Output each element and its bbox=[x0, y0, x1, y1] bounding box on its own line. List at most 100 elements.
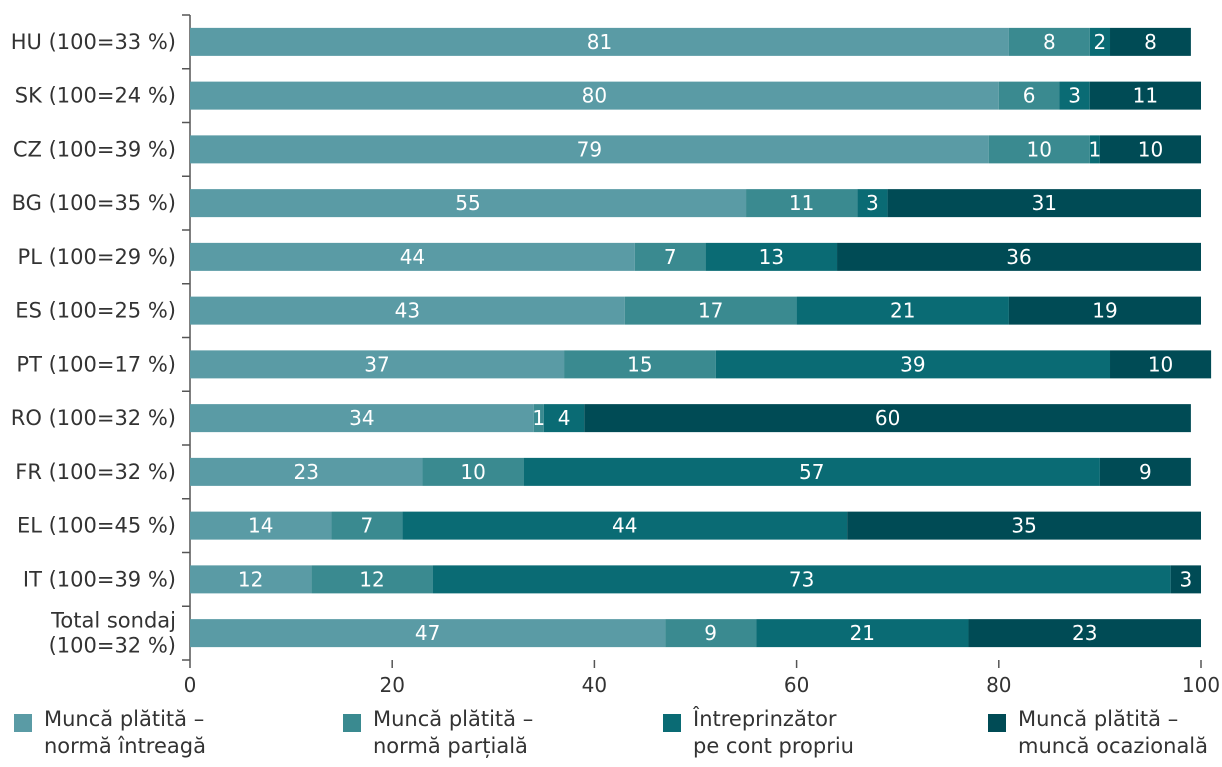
data-label-el-100-45-series-1: 14 bbox=[248, 514, 273, 538]
x-tick-label: 0 bbox=[184, 673, 197, 697]
category-label-pl-100-29: PL (100=29 %) bbox=[18, 245, 176, 269]
data-label-total-sondaj-series-3: 21 bbox=[850, 621, 875, 645]
bar-fr-100-32-series-3 bbox=[523, 457, 1100, 486]
legend-swatch-full-time bbox=[14, 714, 32, 732]
bar-sk-100-24-series-2 bbox=[998, 81, 1060, 110]
bar-total-sondaj-series-4 bbox=[968, 619, 1201, 648]
data-label-fr-100-32-series-2: 10 bbox=[460, 460, 485, 484]
data-label-it-100-39-series-4: 3 bbox=[1179, 567, 1192, 591]
category-label-es-100-25: ES (100=25 %) bbox=[15, 299, 176, 323]
category-label-sk-100-24: SK (100=24 %) bbox=[15, 84, 176, 108]
bar-sk-100-24-series-4 bbox=[1089, 81, 1201, 110]
x-tick-label: 20 bbox=[379, 673, 404, 697]
data-label-el-100-45-series-3: 44 bbox=[612, 514, 637, 538]
data-label-ro-100-32-series-3: 4 bbox=[558, 406, 571, 430]
bar-total-sondaj-series-2 bbox=[665, 619, 757, 648]
bar-pt-100-17-series-2 bbox=[564, 350, 716, 379]
bar-pl-100-29-series-4 bbox=[837, 242, 1201, 271]
bar-el-100-45-series-1 bbox=[190, 511, 332, 540]
data-label-el-100-45-series-2: 7 bbox=[361, 514, 374, 538]
bar-es-100-25-series-2 bbox=[624, 296, 797, 325]
legend-swatch-part-time bbox=[343, 714, 361, 732]
category-label-total-sondaj: Total sondaj (100=32 %) bbox=[49, 609, 176, 658]
x-tick-label: 60 bbox=[784, 673, 809, 697]
data-label-sk-100-24-series-4: 11 bbox=[1133, 84, 1158, 108]
bar-total-sondaj-series-1 bbox=[190, 619, 666, 648]
bar-es-100-25-series-1 bbox=[190, 296, 625, 325]
x-tick-label: 40 bbox=[582, 673, 607, 697]
bar-fr-100-32-series-1 bbox=[190, 457, 423, 486]
bar-pl-100-29-series-1 bbox=[190, 242, 635, 271]
data-label-it-100-39-series-3: 73 bbox=[789, 567, 814, 591]
bar-ro-100-32-series-2 bbox=[533, 404, 544, 433]
data-label-ro-100-32-series-4: 60 bbox=[875, 406, 900, 430]
data-label-total-sondaj-series-1: 47 bbox=[415, 621, 440, 645]
bar-it-100-39-series-3 bbox=[432, 565, 1171, 594]
data-label-total-sondaj-series-4: 23 bbox=[1072, 621, 1097, 645]
category-label-pt-100-17: PT (100=17 %) bbox=[16, 352, 176, 376]
category-label-fr-100-32: FR (100=32 %) bbox=[15, 460, 176, 484]
bar-ro-100-32-series-3 bbox=[543, 404, 585, 433]
data-label-hu-100-33-series-2: 8 bbox=[1043, 30, 1056, 54]
legend-swatch-self-employed bbox=[663, 714, 681, 732]
data-label-ro-100-32-series-1: 34 bbox=[349, 406, 374, 430]
data-label-cz-100-39-series-4: 10 bbox=[1138, 137, 1163, 161]
bar-it-100-39-series-4 bbox=[1170, 565, 1201, 594]
data-label-it-100-39-series-1: 12 bbox=[238, 567, 263, 591]
bar-fr-100-32-series-4 bbox=[1099, 457, 1191, 486]
data-label-sk-100-24-series-2: 6 bbox=[1023, 84, 1036, 108]
bar-fr-100-32-series-2 bbox=[422, 457, 524, 486]
bar-sk-100-24-series-1 bbox=[190, 81, 999, 110]
data-label-fr-100-32-series-3: 57 bbox=[799, 460, 824, 484]
data-label-pl-100-29-series-3: 13 bbox=[759, 245, 784, 269]
category-label-bg-100-35: BG (100=35 %) bbox=[12, 191, 176, 215]
bar-it-100-39-series-1 bbox=[190, 565, 312, 594]
data-label-bg-100-35-series-1: 55 bbox=[455, 191, 480, 215]
data-label-sk-100-24-series-1: 80 bbox=[582, 84, 607, 108]
bar-bg-100-35-series-2 bbox=[746, 189, 858, 218]
category-label-el-100-45: EL (100=45 %) bbox=[17, 514, 176, 538]
category-label-ro-100-32: RO (100=32 %) bbox=[11, 406, 176, 430]
bar-ro-100-32-series-1 bbox=[190, 404, 534, 433]
data-label-pt-100-17-series-1: 37 bbox=[364, 352, 389, 376]
data-label-fr-100-32-series-4: 9 bbox=[1139, 460, 1152, 484]
data-label-es-100-25-series-4: 19 bbox=[1092, 299, 1117, 323]
bar-cz-100-39-series-1 bbox=[190, 135, 989, 164]
bar-pl-100-29-series-2 bbox=[634, 242, 706, 271]
legend-item-part-time: Muncă plătită – normă parțială bbox=[343, 706, 533, 760]
data-label-cz-100-39-series-2: 10 bbox=[1027, 137, 1052, 161]
data-label-hu-100-33-series-4: 8 bbox=[1144, 30, 1157, 54]
bar-hu-100-33-series-3 bbox=[1089, 27, 1111, 56]
data-label-es-100-25-series-1: 43 bbox=[395, 299, 420, 323]
category-label-cz-100-39: CZ (100=39 %) bbox=[13, 137, 176, 161]
bar-el-100-45-series-4 bbox=[847, 511, 1201, 540]
bar-es-100-25-series-4 bbox=[1008, 296, 1201, 325]
bar-el-100-45-series-2 bbox=[331, 511, 403, 540]
data-label-ro-100-32-series-2: 1 bbox=[532, 406, 545, 430]
data-label-it-100-39-series-2: 12 bbox=[359, 567, 384, 591]
legend-label-self-employed: Întreprinzător pe cont propriu bbox=[693, 707, 854, 758]
data-label-total-sondaj-series-2: 9 bbox=[704, 621, 717, 645]
bar-pl-100-29-series-3 bbox=[705, 242, 838, 271]
category-label-hu-100-33: HU (100=33 %) bbox=[11, 30, 176, 54]
data-label-pl-100-29-series-4: 36 bbox=[1006, 245, 1031, 269]
x-tick-label: 80 bbox=[986, 673, 1011, 697]
data-label-bg-100-35-series-4: 31 bbox=[1032, 191, 1057, 215]
bar-hu-100-33-series-4 bbox=[1110, 27, 1191, 56]
data-label-el-100-45-series-4: 35 bbox=[1011, 514, 1036, 538]
data-label-sk-100-24-series-3: 3 bbox=[1068, 84, 1081, 108]
data-label-bg-100-35-series-3: 3 bbox=[866, 191, 879, 215]
data-label-pl-100-29-series-2: 7 bbox=[664, 245, 677, 269]
data-label-hu-100-33-series-1: 81 bbox=[587, 30, 612, 54]
bar-ro-100-32-series-4 bbox=[584, 404, 1191, 433]
bar-sk-100-24-series-3 bbox=[1059, 81, 1090, 110]
bar-es-100-25-series-3 bbox=[796, 296, 1009, 325]
legend-item-full-time: Muncă plătită – normă întreagă bbox=[14, 706, 206, 760]
bar-hu-100-33-series-2 bbox=[1008, 27, 1090, 56]
data-label-cz-100-39-series-1: 79 bbox=[577, 137, 602, 161]
legend-swatch-occasional bbox=[988, 714, 1006, 732]
bar-pt-100-17-series-1 bbox=[190, 350, 565, 379]
bar-cz-100-39-series-2 bbox=[988, 135, 1090, 164]
data-label-fr-100-32-series-1: 23 bbox=[294, 460, 319, 484]
bar-total-sondaj-series-3 bbox=[756, 619, 969, 648]
